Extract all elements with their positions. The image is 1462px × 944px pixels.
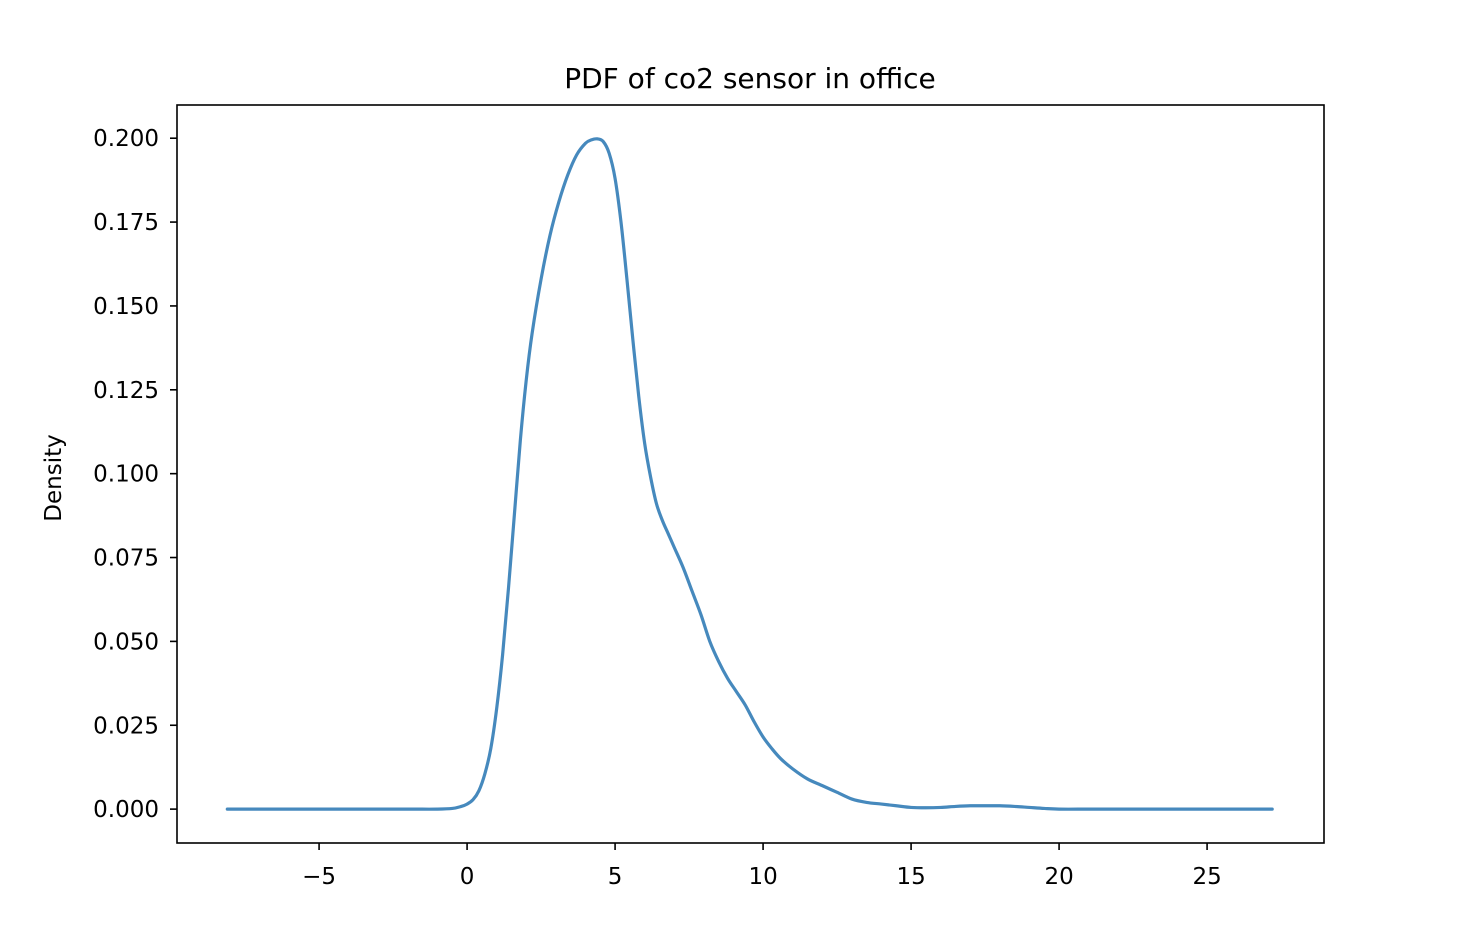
y-tick-label: 0.075 [93, 546, 159, 572]
x-tick-label: 25 [1192, 864, 1221, 890]
axes-frame [176, 104, 1325, 844]
x-tick-label: 15 [896, 864, 925, 890]
x-tick-label: 10 [748, 864, 777, 890]
x-tick-label: 0 [460, 864, 475, 890]
y-tick-label: 0.000 [93, 797, 159, 823]
x-tick-label: 5 [608, 864, 623, 890]
y-axis-label: Density [41, 434, 67, 521]
y-axis: 0.000 0.025 0.050 0.075 0.100 0.125 0.150 0.175… [93, 126, 177, 823]
y-tick-label: 0.050 [93, 629, 159, 655]
plot-area [225, 137, 1274, 811]
chart-title: PDF of co2 sensor in office [564, 62, 936, 95]
y-tick-label: 0.025 [93, 713, 159, 739]
x-tick-label: 20 [1044, 864, 1073, 890]
y-tick-label: 0.125 [93, 378, 159, 404]
x-tick-label: −5 [302, 864, 336, 890]
y-tick-label: 0.200 [93, 126, 159, 152]
y-tick-label: 0.100 [93, 462, 159, 488]
y-tick-label: 0.150 [93, 294, 159, 320]
y-tick-label: 0.175 [93, 210, 159, 236]
x-axis: −5 0 5 10 15 20 25 [302, 843, 1222, 890]
density-series-line-0 [225, 137, 1274, 811]
